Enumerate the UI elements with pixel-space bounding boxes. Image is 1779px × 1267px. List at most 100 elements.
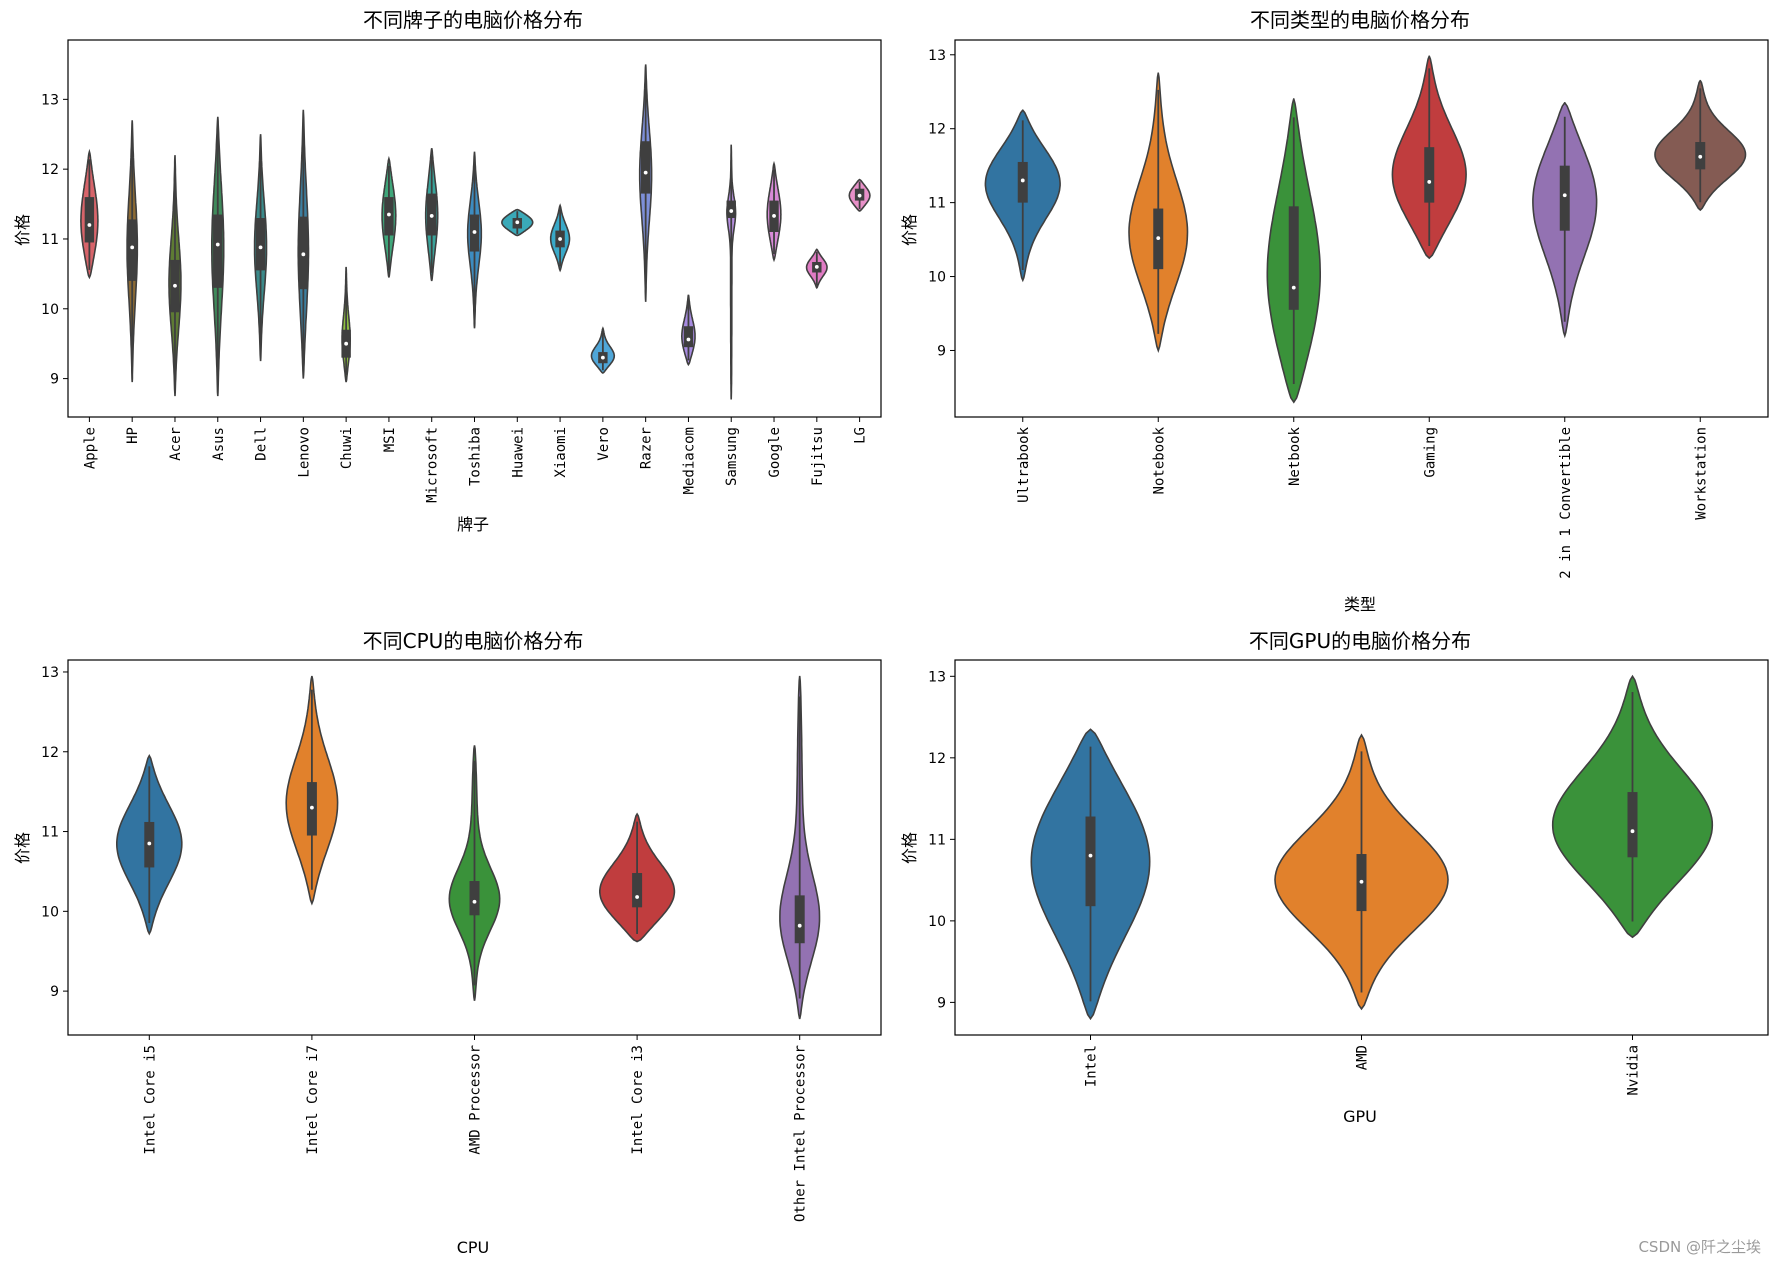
median-intel — [1088, 853, 1093, 858]
x-tick-intel-core-i3: Intel Core i3 — [630, 1045, 646, 1155]
x-tick-other-intel-processor: Other Intel Processor — [793, 1045, 809, 1222]
median-netbook — [1291, 285, 1296, 290]
x-tick-amd-processor: AMD Processor — [468, 1045, 484, 1155]
x-tick-nvidia: Nvidia — [1626, 1045, 1642, 1096]
panel-gpu: 不同GPU的电脑价格分布 9 10 11 12 13 Intel AMD Nvidia GP… — [900, 629, 1769, 1126]
panel-gpu-x-axis: Intel AMD Nvidia — [1084, 1035, 1642, 1096]
x-tick-toshiba: Toshiba — [468, 427, 484, 486]
panel-type-ylabel: 价格 — [900, 214, 919, 246]
median-intel-core-i5 — [147, 841, 152, 846]
iqr-box-gaming — [1424, 147, 1435, 203]
y-tick-label: 13 — [928, 48, 946, 64]
median-intel-core-i3 — [635, 895, 639, 899]
x-tick-google: Google — [767, 427, 783, 478]
median-vero — [600, 355, 605, 360]
iqr-box-razer — [640, 141, 651, 194]
panel-type-y-axis: 9 10 11 12 13 — [928, 48, 955, 359]
x-tick-huawei: Huawei — [510, 427, 526, 478]
iqr-box-dell — [255, 218, 266, 271]
median-ultrabook — [1020, 178, 1025, 183]
median-lenovo — [301, 252, 306, 257]
iqr-box-2-in-1-convertible — [1559, 165, 1570, 231]
x-tick-xiaomi: Xiaomi — [553, 427, 569, 478]
x-tick-gaming: Gaming — [1422, 427, 1438, 478]
median-huawei — [515, 220, 520, 225]
iqr-box-netbook — [1288, 206, 1299, 310]
median-toshiba — [472, 230, 477, 234]
median-other-intel-processor — [797, 923, 802, 928]
panel-gpu-ylabel: 价格 — [900, 832, 919, 864]
x-tick-lenovo: Lenovo — [296, 427, 312, 478]
y-tick-label: 9 — [50, 372, 59, 388]
panel-type-x-axis: Ultrabook Notebook Netbook Gaming 2 in 1 Con… — [1016, 417, 1709, 579]
y-tick-label: 11 — [928, 196, 946, 212]
y-tick-label: 10 — [928, 270, 946, 286]
iqr-box-mediacom — [683, 326, 694, 348]
x-tick-microsoft: Microsoft — [425, 427, 441, 503]
median-amd — [1359, 879, 1364, 884]
y-tick-label: 13 — [41, 92, 59, 108]
x-tick-amd: AMD — [1355, 1045, 1371, 1070]
y-tick-label: 10 — [41, 302, 59, 318]
median-notebook — [1156, 236, 1161, 241]
panel-cpu-y-axis: 9 10 11 12 13 — [41, 665, 68, 1000]
x-tick-notebook: Notebook — [1151, 426, 1167, 494]
watermark: CSDN @阡之尘埃 — [1638, 1238, 1761, 1256]
median-google — [772, 214, 776, 218]
y-tick-label: 12 — [928, 751, 946, 767]
panel-type: 不同类型的电脑价格分布 9 10 11 12 13 Ultrabook Notebook N… — [900, 8, 1769, 614]
median-fujitsu — [814, 264, 819, 269]
iqr-box-intel-core-i3 — [632, 873, 643, 908]
panel-brand-xlabel: 牌子 — [457, 515, 489, 534]
y-tick-label: 11 — [41, 825, 59, 841]
y-tick-label: 11 — [41, 232, 59, 248]
x-tick-asus: Asus — [211, 427, 227, 461]
panel-cpu-marks — [116, 675, 821, 1020]
panel-gpu-title: 不同GPU的电脑价格分布 — [1249, 629, 1471, 653]
x-tick-netbook: Netbook — [1287, 426, 1303, 486]
iqr-box-hp — [127, 219, 137, 281]
panel-brand-title: 不同牌子的电脑价格分布 — [363, 8, 583, 32]
panel-type-marks — [984, 55, 1747, 404]
x-tick-intel: Intel — [1084, 1045, 1100, 1087]
median-hp — [130, 245, 135, 250]
median-workstation — [1698, 154, 1703, 159]
panel-brand-ylabel: 价格 — [13, 214, 32, 246]
y-tick-label: 9 — [937, 995, 946, 1011]
median-microsoft — [429, 214, 434, 218]
median-dell — [258, 245, 263, 250]
x-tick-intel-core-i5: Intel Core i5 — [142, 1045, 158, 1155]
x-tick-2-in-1-convertible: 2 in 1 Convertible — [1558, 427, 1574, 579]
median-mediacom — [686, 337, 691, 342]
panel-cpu-x-axis: Intel Core i5 Intel Core i7 AMD Processor I… — [142, 1035, 809, 1222]
y-tick-label: 10 — [928, 914, 946, 930]
panel-brand-y-axis: 9 10 11 12 13 — [41, 92, 68, 388]
iqr-box-intel — [1085, 816, 1096, 907]
panel-type-xlabel: 类型 — [1344, 595, 1376, 614]
x-tick-ultrabook: Ultrabook — [1016, 426, 1032, 502]
iqr-box-nvidia — [1627, 792, 1638, 858]
median-chuwi — [344, 341, 349, 346]
x-tick-msi: MSI — [382, 427, 398, 452]
median-intel-core-i7 — [310, 805, 314, 810]
x-tick-fujitsu: Fujitsu — [810, 427, 826, 486]
iqr-box-other-intel-processor — [794, 895, 805, 944]
iqr-box-amd-processor — [469, 881, 480, 916]
panel-cpu-ylabel: 价格 — [13, 832, 32, 864]
median-gaming — [1427, 180, 1432, 184]
median-samsung — [729, 209, 734, 213]
x-tick-intel-core-i7: Intel Core i7 — [305, 1045, 321, 1155]
median-2-in-1-convertible — [1562, 193, 1567, 198]
x-tick-samsung: Samsung — [724, 427, 740, 486]
panel-brand-marks — [80, 64, 871, 400]
panel-type-frame — [954, 39, 1769, 418]
x-tick-dell: Dell — [254, 427, 270, 461]
median-razer — [643, 170, 648, 175]
y-tick-label: 13 — [928, 669, 946, 685]
median-amd-processor — [472, 899, 477, 904]
median-nvidia — [1630, 829, 1635, 834]
x-tick-chuwi: Chuwi — [339, 427, 355, 469]
y-tick-label: 9 — [937, 343, 946, 359]
panel-cpu-title: 不同CPU的电脑价格分布 — [363, 629, 584, 653]
